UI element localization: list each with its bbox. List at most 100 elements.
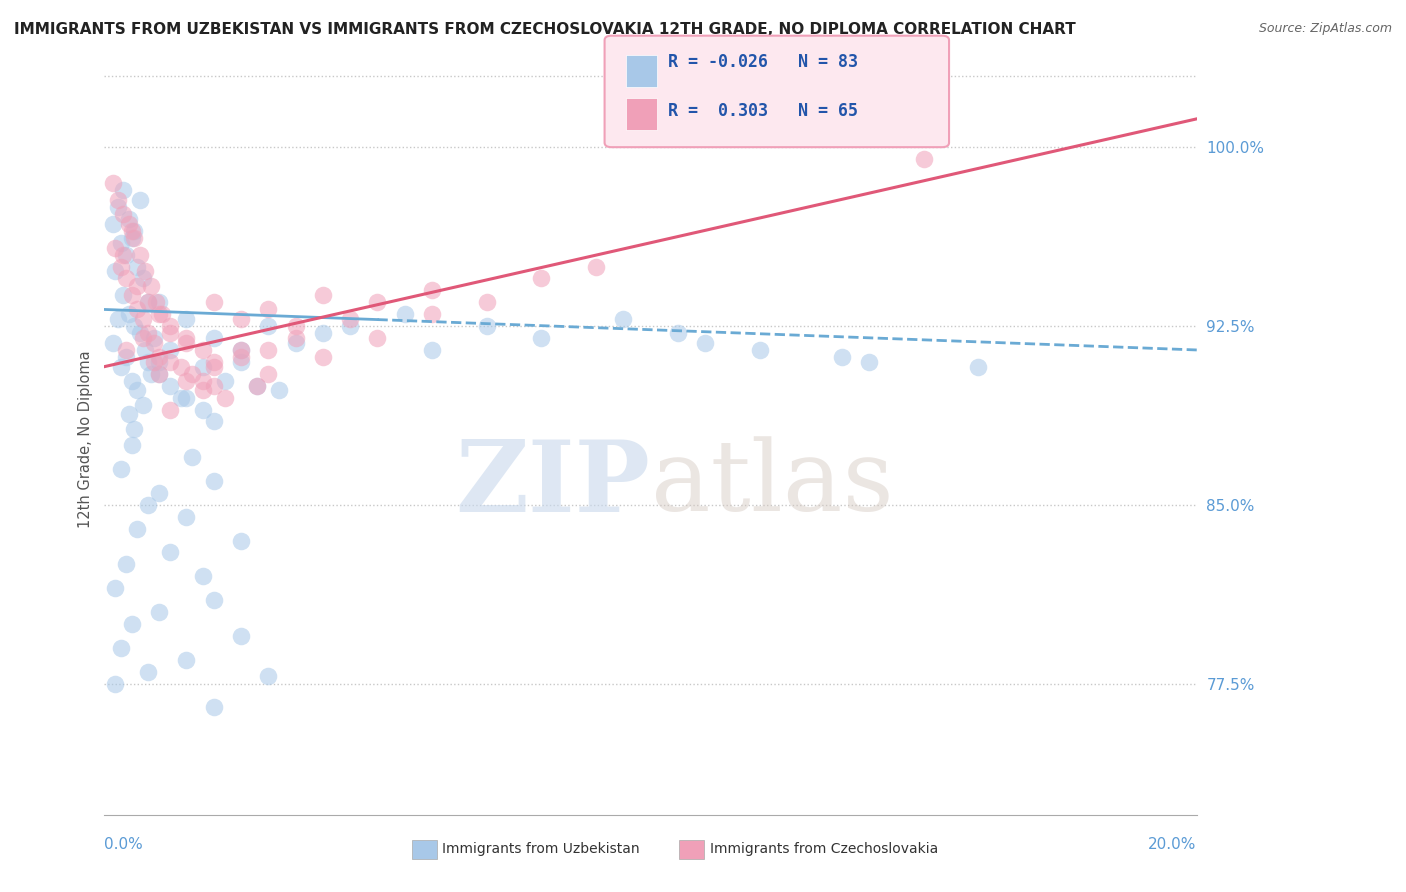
- Point: [831, 350, 853, 364]
- Point: [176, 653, 198, 667]
- Point: [202, 355, 225, 369]
- Point: [148, 367, 170, 381]
- Point: [101, 335, 124, 350]
- Point: [202, 593, 225, 607]
- Point: [159, 355, 181, 369]
- Point: [180, 450, 202, 465]
- Point: [101, 217, 124, 231]
- Point: [124, 224, 146, 238]
- Point: [176, 391, 198, 405]
- Point: [695, 335, 717, 350]
- Point: [229, 312, 252, 326]
- Point: [202, 295, 225, 310]
- Point: [202, 359, 225, 374]
- Point: [127, 522, 149, 536]
- Point: [191, 359, 214, 374]
- Point: [134, 343, 156, 357]
- Point: [110, 359, 132, 374]
- Point: [118, 307, 141, 321]
- Point: [420, 343, 443, 357]
- Point: [136, 498, 159, 512]
- Point: [229, 533, 252, 548]
- Point: [284, 335, 307, 350]
- Point: [139, 278, 162, 293]
- Point: [104, 581, 127, 595]
- Point: [148, 367, 170, 381]
- Point: [136, 295, 159, 310]
- Point: [136, 355, 159, 369]
- Point: [214, 374, 236, 388]
- Point: [257, 302, 280, 317]
- Point: [128, 326, 150, 341]
- Point: [159, 378, 181, 392]
- Point: [139, 367, 162, 381]
- Point: [124, 319, 146, 334]
- Point: [748, 343, 770, 357]
- Point: [229, 350, 252, 364]
- Point: [118, 211, 141, 226]
- Point: [229, 355, 252, 369]
- Point: [131, 271, 153, 285]
- Point: [159, 402, 181, 417]
- Point: [339, 319, 361, 334]
- Point: [191, 384, 214, 398]
- Point: [191, 343, 214, 357]
- Point: [128, 193, 150, 207]
- Y-axis label: 12th Grade, No Diploma: 12th Grade, No Diploma: [79, 351, 93, 528]
- Point: [585, 260, 607, 274]
- Point: [110, 235, 132, 250]
- Point: [312, 288, 335, 302]
- Point: [912, 153, 935, 167]
- Point: [121, 617, 143, 632]
- Point: [104, 676, 127, 690]
- Point: [191, 569, 214, 583]
- Point: [530, 331, 553, 345]
- Point: [666, 326, 689, 341]
- Point: [104, 240, 127, 254]
- Point: [475, 295, 498, 310]
- Point: [142, 355, 165, 369]
- Point: [420, 307, 443, 321]
- Point: [124, 421, 146, 435]
- Point: [110, 260, 132, 274]
- Point: [269, 384, 291, 398]
- Point: [148, 605, 170, 619]
- Point: [366, 331, 388, 345]
- Text: Immigrants from Uzbekistan: Immigrants from Uzbekistan: [443, 842, 640, 856]
- Point: [112, 207, 135, 221]
- Point: [148, 307, 170, 321]
- Point: [202, 414, 225, 428]
- Point: [115, 343, 138, 357]
- Point: [530, 271, 553, 285]
- Point: [112, 183, 135, 197]
- Point: [150, 307, 173, 321]
- Point: [176, 509, 198, 524]
- Point: [121, 288, 143, 302]
- Point: [118, 217, 141, 231]
- Point: [312, 350, 335, 364]
- Point: [142, 335, 165, 350]
- Point: [229, 343, 252, 357]
- Point: [148, 295, 170, 310]
- Point: [284, 331, 307, 345]
- Point: [475, 319, 498, 334]
- Point: [121, 224, 143, 238]
- Text: Source: ZipAtlas.com: Source: ZipAtlas.com: [1258, 22, 1392, 36]
- Point: [136, 326, 159, 341]
- Point: [145, 295, 167, 310]
- Point: [148, 486, 170, 500]
- Point: [112, 247, 135, 261]
- Point: [339, 312, 361, 326]
- Point: [170, 391, 193, 405]
- Point: [176, 331, 198, 345]
- Point: [284, 319, 307, 334]
- Point: [180, 367, 202, 381]
- Point: [170, 359, 193, 374]
- Point: [176, 335, 198, 350]
- Point: [110, 462, 132, 476]
- Point: [121, 231, 143, 245]
- Point: [112, 288, 135, 302]
- Point: [202, 331, 225, 345]
- Point: [115, 271, 138, 285]
- Text: 0.0%: 0.0%: [104, 837, 143, 852]
